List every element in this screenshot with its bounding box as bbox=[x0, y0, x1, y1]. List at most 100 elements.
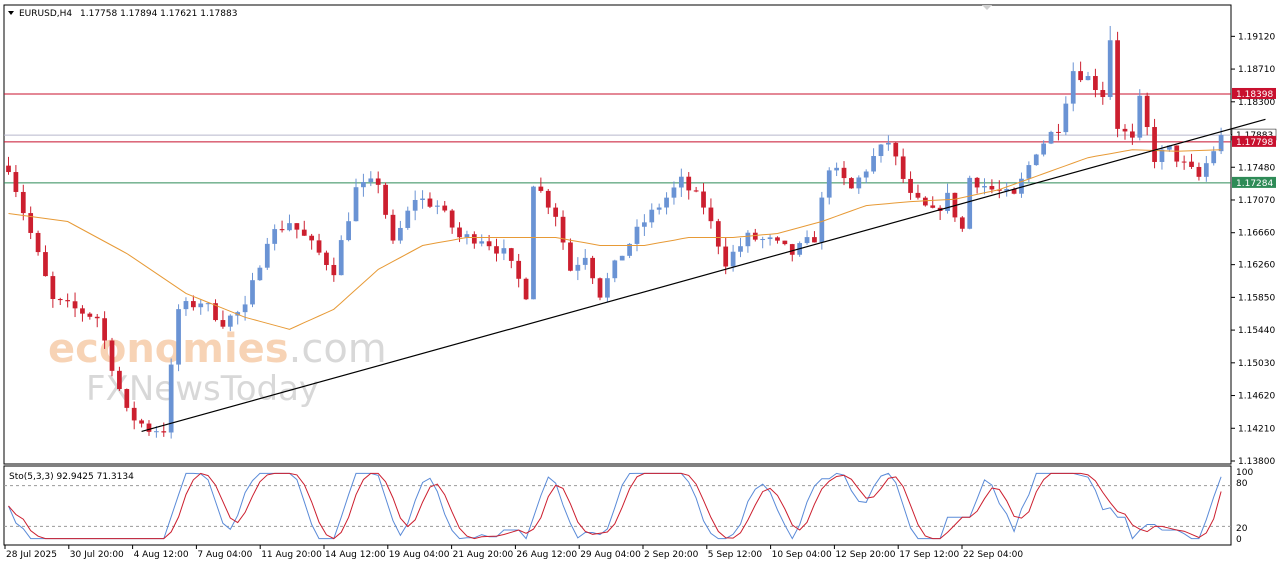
candle-body bbox=[664, 197, 669, 208]
candle-body bbox=[738, 246, 743, 252]
time-axis: 28 Jul 2025 30 Jul 20:00 4 Aug 12:00 7 Aug … bbox=[4, 545, 1023, 560]
price-tag-bg bbox=[1232, 87, 1276, 99]
candle-body bbox=[168, 364, 174, 433]
candle-body bbox=[1144, 95, 1150, 128]
stoch-level-80: 80 bbox=[1236, 479, 1248, 489]
candle-body bbox=[1033, 154, 1039, 166]
candle-body bbox=[198, 303, 204, 308]
candle-body bbox=[1019, 178, 1024, 194]
candle-body bbox=[28, 213, 34, 233]
y-tick-label: 1.18300 bbox=[1238, 98, 1275, 108]
candle-body bbox=[1196, 166, 1202, 177]
price-tag-bg bbox=[1232, 176, 1276, 188]
candle-body bbox=[124, 389, 130, 408]
candle-body bbox=[1189, 161, 1194, 167]
price-tag-bg bbox=[1232, 135, 1276, 147]
y-tick-label: 1.13800 bbox=[1238, 457, 1275, 467]
candle-body bbox=[686, 176, 692, 191]
candle-body bbox=[745, 232, 751, 247]
x-tick-label: 7 Aug 04:00 bbox=[197, 550, 252, 560]
candle-body bbox=[1048, 131, 1054, 144]
candle-body bbox=[760, 239, 766, 241]
candle-body bbox=[257, 267, 263, 281]
candle-body bbox=[57, 299, 63, 301]
candle-body bbox=[94, 316, 100, 319]
candle-body bbox=[220, 320, 226, 327]
candle-body bbox=[65, 300, 71, 302]
y-tick-label: 1.16260 bbox=[1238, 261, 1275, 271]
candle-body bbox=[834, 167, 839, 171]
candle-body bbox=[900, 156, 906, 179]
ma-line bbox=[8, 149, 1222, 330]
candle-body bbox=[752, 232, 758, 240]
ohlc-readout: 1.17758 1.17894 1.17621 1.17883 bbox=[80, 9, 237, 19]
candle-body bbox=[20, 191, 26, 214]
x-tick-label: 29 Aug 04:00 bbox=[580, 550, 641, 560]
x-tick-label: 10 Sep 04:00 bbox=[772, 550, 832, 560]
shift-marker-icon[interactable] bbox=[982, 5, 992, 10]
candle-body bbox=[190, 301, 196, 308]
y-tick-label: 1.17070 bbox=[1238, 196, 1275, 206]
candle-body bbox=[139, 420, 144, 424]
candle-body bbox=[361, 182, 366, 188]
candle-body bbox=[723, 246, 729, 267]
candle-body bbox=[213, 303, 218, 321]
price-tag-label: 1.17798 bbox=[1236, 138, 1273, 148]
candle-body bbox=[678, 176, 684, 188]
candle-body bbox=[338, 240, 344, 276]
x-tick-label: 17 Sep 12:00 bbox=[899, 550, 959, 560]
candle-body bbox=[287, 223, 292, 231]
candle-body bbox=[50, 276, 56, 300]
candle-body bbox=[826, 170, 832, 198]
candle-body bbox=[1085, 76, 1091, 81]
candle-body bbox=[301, 229, 307, 236]
candle-body bbox=[789, 244, 795, 255]
candle-body bbox=[1100, 90, 1106, 98]
candle-body bbox=[922, 197, 928, 206]
candle-body bbox=[767, 237, 773, 240]
indicator-panel bbox=[3, 465, 1232, 546]
candle-body bbox=[1107, 40, 1113, 98]
candle-body bbox=[982, 186, 987, 188]
candle-body bbox=[1056, 131, 1061, 133]
candle-body bbox=[1026, 165, 1032, 179]
candle-body bbox=[812, 237, 817, 243]
candle-body bbox=[279, 229, 285, 231]
candle-body bbox=[959, 217, 965, 229]
candle-body bbox=[1011, 189, 1017, 194]
x-tick-label: 21 Aug 20:00 bbox=[453, 550, 514, 560]
candle-body bbox=[1122, 128, 1128, 132]
candle-body bbox=[420, 198, 425, 200]
candle-body bbox=[183, 301, 189, 310]
symbol-dropdown-icon[interactable] bbox=[8, 11, 14, 15]
candle-body bbox=[250, 280, 255, 305]
candle-body bbox=[508, 248, 514, 261]
candle-body bbox=[316, 240, 322, 253]
candle-body bbox=[1218, 135, 1224, 152]
candle-body bbox=[368, 178, 374, 183]
candle-body bbox=[1152, 127, 1157, 162]
candle-body bbox=[715, 221, 721, 247]
candle-body bbox=[841, 167, 847, 179]
main-panel bbox=[3, 4, 1232, 465]
candle-body bbox=[989, 186, 995, 190]
candle-body bbox=[863, 171, 869, 178]
candle-body bbox=[80, 308, 85, 314]
candle-body bbox=[708, 207, 714, 222]
candle-body bbox=[87, 313, 93, 317]
candle-body bbox=[568, 242, 573, 271]
candle-body bbox=[1078, 71, 1083, 81]
stochastic-label: Sto(5,3,3) 92.9425 71.3134 bbox=[9, 472, 134, 482]
candle-body bbox=[6, 165, 11, 173]
candle-body bbox=[730, 251, 736, 267]
candle-body bbox=[1130, 131, 1135, 138]
candle-body bbox=[775, 237, 780, 241]
candle-body bbox=[996, 189, 1002, 191]
candle-body bbox=[649, 209, 655, 223]
candle-body bbox=[205, 303, 211, 305]
stoch-level-20: 20 bbox=[1236, 524, 1248, 534]
candle-body bbox=[412, 199, 418, 211]
candle-body bbox=[479, 241, 485, 244]
candle-body bbox=[930, 205, 936, 208]
